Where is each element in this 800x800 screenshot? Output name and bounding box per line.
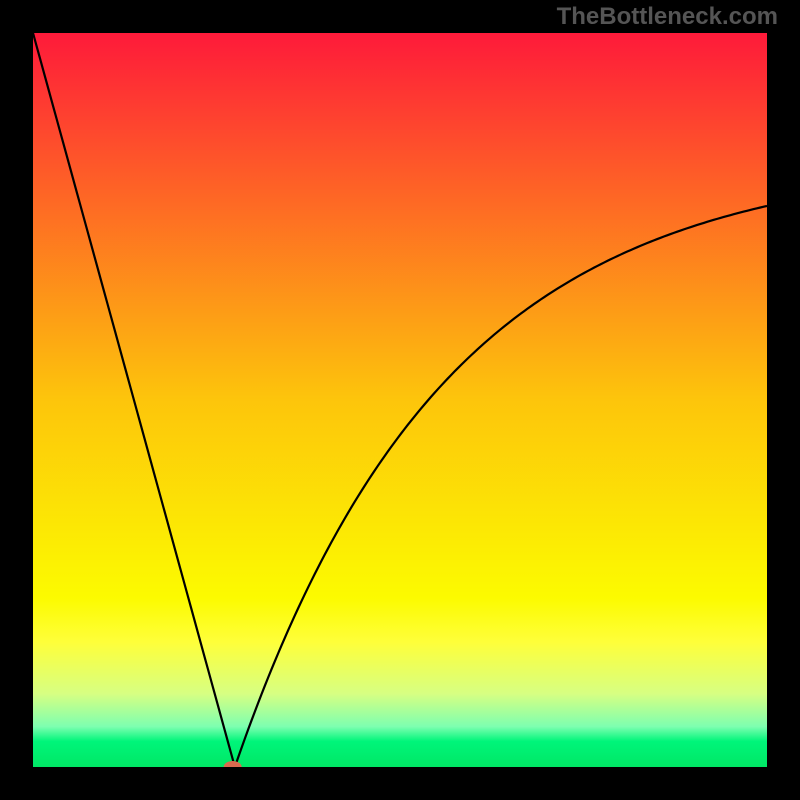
- chart-background: [33, 33, 767, 767]
- watermark-text: TheBottleneck.com: [557, 3, 778, 31]
- bottleneck-curve-chart: [33, 33, 767, 767]
- chart-container: TheBottleneck.com: [0, 0, 800, 800]
